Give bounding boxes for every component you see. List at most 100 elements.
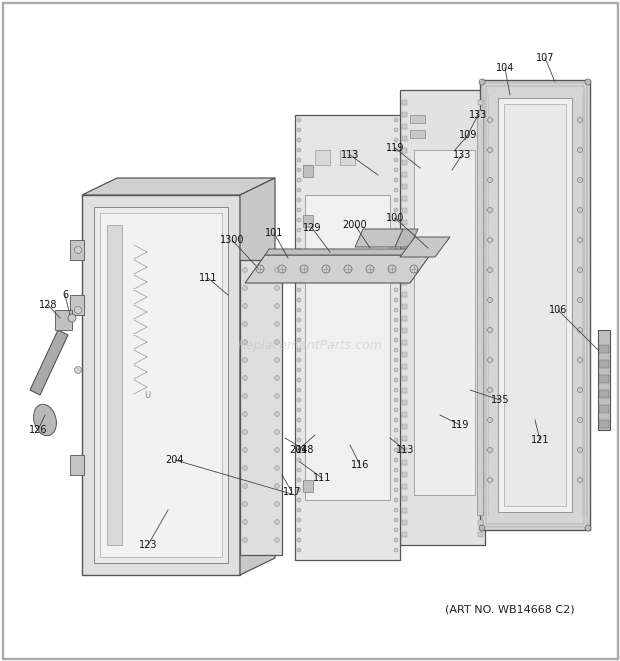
Circle shape	[242, 520, 247, 524]
Text: 104: 104	[496, 63, 514, 73]
Polygon shape	[478, 316, 483, 321]
Circle shape	[297, 468, 301, 472]
Circle shape	[585, 79, 591, 85]
Text: 6: 6	[62, 290, 68, 300]
Polygon shape	[478, 484, 483, 489]
Polygon shape	[402, 340, 407, 345]
Circle shape	[487, 358, 492, 362]
Circle shape	[242, 303, 247, 309]
Polygon shape	[402, 448, 407, 453]
Text: 121: 121	[531, 435, 549, 445]
Circle shape	[297, 318, 301, 322]
Polygon shape	[478, 280, 483, 285]
Polygon shape	[402, 148, 407, 153]
Circle shape	[394, 438, 398, 442]
Circle shape	[242, 502, 247, 506]
Text: 109: 109	[459, 130, 477, 140]
Circle shape	[297, 278, 301, 282]
Polygon shape	[402, 316, 407, 321]
Circle shape	[297, 478, 301, 482]
Circle shape	[242, 286, 247, 290]
Circle shape	[487, 118, 492, 122]
Circle shape	[394, 508, 398, 512]
Circle shape	[275, 340, 280, 344]
Circle shape	[487, 268, 492, 272]
Polygon shape	[480, 80, 590, 530]
Polygon shape	[599, 360, 609, 368]
Polygon shape	[402, 328, 407, 333]
Polygon shape	[478, 136, 483, 141]
Circle shape	[275, 358, 280, 362]
Polygon shape	[107, 225, 122, 545]
Polygon shape	[295, 115, 400, 560]
Polygon shape	[478, 292, 483, 297]
Circle shape	[297, 378, 301, 382]
Polygon shape	[478, 520, 483, 525]
Circle shape	[297, 178, 301, 182]
Circle shape	[297, 348, 301, 352]
Circle shape	[577, 268, 583, 272]
Text: 106: 106	[549, 305, 567, 315]
Circle shape	[394, 148, 398, 152]
Text: 1300: 1300	[219, 235, 244, 245]
Circle shape	[242, 358, 247, 362]
Polygon shape	[504, 104, 566, 506]
Polygon shape	[402, 472, 407, 477]
Polygon shape	[402, 376, 407, 381]
Polygon shape	[478, 508, 483, 513]
Circle shape	[487, 327, 492, 332]
Polygon shape	[478, 388, 483, 393]
Text: 119: 119	[451, 420, 469, 430]
Circle shape	[394, 398, 398, 402]
Circle shape	[297, 158, 301, 162]
Polygon shape	[478, 448, 483, 453]
Polygon shape	[70, 240, 84, 260]
Ellipse shape	[33, 405, 56, 436]
Polygon shape	[402, 412, 407, 417]
Polygon shape	[478, 244, 483, 249]
Text: 133: 133	[469, 110, 487, 120]
Polygon shape	[478, 412, 483, 417]
Circle shape	[394, 378, 398, 382]
Circle shape	[297, 548, 301, 552]
Polygon shape	[478, 148, 483, 153]
Polygon shape	[478, 196, 483, 201]
Text: 111: 111	[313, 473, 331, 483]
Circle shape	[394, 338, 398, 342]
Circle shape	[242, 465, 247, 471]
Circle shape	[394, 238, 398, 242]
Circle shape	[242, 412, 247, 416]
Circle shape	[74, 247, 81, 254]
Circle shape	[394, 478, 398, 482]
Circle shape	[297, 128, 301, 132]
Circle shape	[394, 318, 398, 322]
Circle shape	[394, 458, 398, 462]
Circle shape	[297, 498, 301, 502]
Text: 116: 116	[351, 460, 369, 470]
Circle shape	[74, 307, 81, 313]
Polygon shape	[315, 150, 330, 165]
Polygon shape	[402, 484, 407, 489]
Circle shape	[487, 237, 492, 243]
Circle shape	[275, 465, 280, 471]
Polygon shape	[100, 213, 222, 557]
Polygon shape	[402, 220, 407, 225]
Circle shape	[577, 418, 583, 422]
Circle shape	[297, 538, 301, 542]
Polygon shape	[240, 178, 275, 575]
Text: 107: 107	[536, 53, 554, 63]
Polygon shape	[240, 260, 282, 555]
Circle shape	[297, 118, 301, 122]
Polygon shape	[478, 352, 483, 357]
Polygon shape	[478, 532, 483, 537]
Circle shape	[297, 358, 301, 362]
Polygon shape	[478, 460, 483, 465]
Circle shape	[394, 388, 398, 392]
Circle shape	[275, 483, 280, 488]
Text: 135: 135	[491, 395, 509, 405]
Circle shape	[487, 297, 492, 303]
Polygon shape	[478, 328, 483, 333]
Circle shape	[394, 488, 398, 492]
Polygon shape	[340, 150, 355, 165]
Circle shape	[394, 128, 398, 132]
